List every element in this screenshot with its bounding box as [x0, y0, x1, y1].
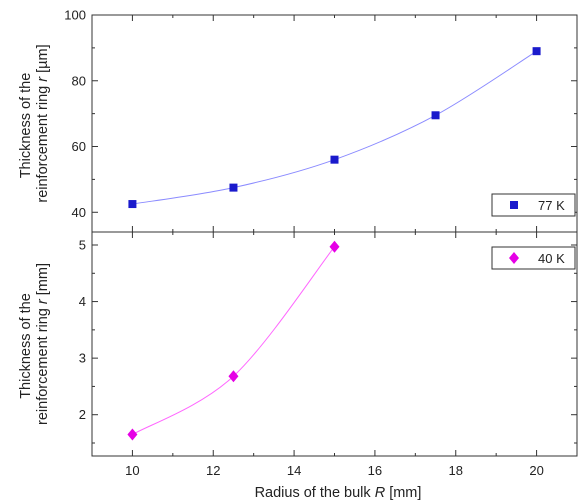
bot-y-tick-label: 2: [79, 407, 86, 422]
top-data-point: [330, 155, 339, 164]
bot-y-tick-label: 5: [79, 238, 86, 253]
x-tick-label: 12: [206, 463, 220, 478]
bottom-ticks-layer: [92, 232, 577, 456]
bottom-panel: 2 3 4 5 10 12 14 16 18 20 Thickness of the reinf…: [18, 231, 578, 501]
x-tick-label: 10: [125, 463, 139, 478]
top-y-tick-label: 60: [72, 139, 86, 154]
top-marks-layer: [128, 47, 541, 209]
x-tick-label: 20: [529, 463, 543, 478]
bottom-legend-label: 40 K: [538, 251, 565, 266]
bot-data-point: [329, 240, 340, 253]
top-legend: 77 K: [491, 193, 576, 217]
bottom-fit-layer: [132, 246, 335, 435]
bot-data-point: [127, 428, 138, 441]
bottom-legend-marker: [509, 252, 519, 264]
bottom-marks-layer: [127, 240, 340, 441]
top-data-point: [128, 200, 137, 209]
bottom-ylabel-line1: Thickness of the: [18, 293, 34, 399]
top-legend-marker: [510, 201, 518, 209]
top-ylabel-line1: Thickness of the: [18, 73, 34, 179]
bot-y-tick-label: 3: [79, 351, 86, 366]
top-fit-layer: [132, 50, 537, 205]
bot-data-point: [228, 370, 239, 383]
x-tick-label: 16: [368, 463, 382, 478]
bot-y-tick-label: 4: [79, 294, 86, 309]
top-y-axis-label: Thickness of the reinforcement ring r [µ…: [18, 44, 51, 202]
bottom-y-tick-labels: 2 3 4 5: [79, 238, 86, 423]
top-data-point: [229, 183, 238, 192]
top-y-tick-label: 80: [72, 73, 86, 88]
top-data-point: [431, 111, 440, 120]
bottom-legend-box: [491, 246, 576, 270]
top-fit-curve: [132, 50, 537, 205]
bot-fit-curve: [132, 246, 335, 435]
x-tick-label: 14: [287, 463, 301, 478]
top-ylabel-line2: reinforcement ring r [µm]: [35, 44, 51, 202]
top-data-point: [532, 47, 541, 56]
top-legend-box: [491, 193, 576, 217]
bottom-legend: 40 K: [491, 246, 576, 270]
top-ticks-layer: [92, 14, 577, 232]
top-legend-label: 77 K: [538, 198, 565, 213]
top-panel: 40 60 80 100 Thickness of the reinforcement…: [18, 8, 578, 233]
top-y-tick-labels: 40 60 80 100: [64, 8, 86, 220]
bottom-y-axis-label: Thickness of the reinforcement ring r [m…: [18, 263, 51, 425]
bottom-ylabel-line2: reinforcement ring r [mm]: [35, 263, 51, 425]
x-tick-label: 18: [449, 463, 463, 478]
top-y-tick-label: 40: [72, 205, 86, 220]
top-y-tick-label: 100: [64, 8, 86, 23]
x-axis-label: Radius of the bulk R [mm]: [255, 485, 422, 501]
bottom-x-tick-labels: 10 12 14 16 18 20: [125, 463, 544, 478]
